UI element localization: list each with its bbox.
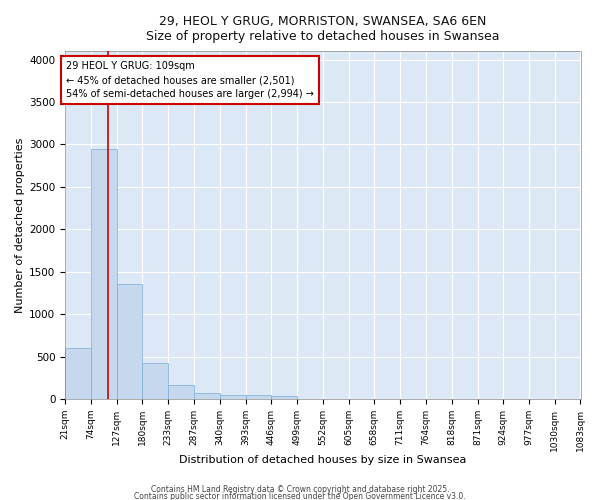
Bar [220, 394, 245, 399]
Bar [168, 386, 194, 399]
Bar [65, 348, 91, 399]
Bar [142, 362, 168, 399]
Bar [194, 392, 220, 399]
Text: Contains HM Land Registry data © Crown copyright and database right 2025.: Contains HM Land Registry data © Crown c… [151, 485, 449, 494]
Text: 29 HEOL Y GRUG: 109sqm
← 45% of detached houses are smaller (2,501)
54% of semi-: 29 HEOL Y GRUG: 109sqm ← 45% of detached… [66, 62, 314, 100]
Bar [271, 396, 297, 399]
Text: Contains public sector information licensed under the Open Government Licence v3: Contains public sector information licen… [134, 492, 466, 500]
Bar [116, 284, 142, 399]
X-axis label: Distribution of detached houses by size in Swansea: Distribution of detached houses by size … [179, 455, 467, 465]
Y-axis label: Number of detached properties: Number of detached properties [15, 138, 25, 312]
Bar [91, 148, 116, 399]
Bar [245, 394, 271, 399]
Title: 29, HEOL Y GRUG, MORRISTON, SWANSEA, SA6 6EN
Size of property relative to detach: 29, HEOL Y GRUG, MORRISTON, SWANSEA, SA6… [146, 15, 500, 43]
